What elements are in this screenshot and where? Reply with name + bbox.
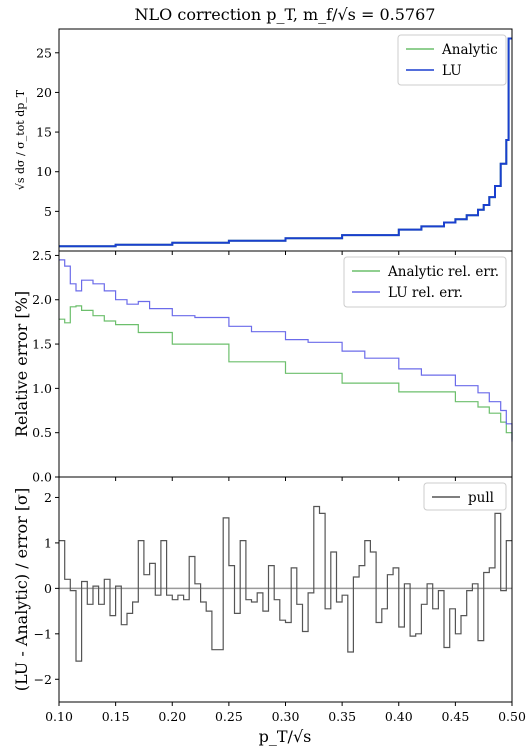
legend-label: Analytic [441, 42, 498, 58]
legend: Analytic LU [397, 34, 507, 86]
series-line-lu [59, 37, 512, 248]
legend-label: LU [442, 63, 462, 79]
x-tick-label: 0.40 [385, 709, 413, 724]
panel-bottom: −2 −1 0 1 2 0.10 0.15 0.20 0.25 0.30 0.35 0.40 0.45 0… [12, 476, 526, 724]
y-tick-label: −1 [34, 626, 52, 641]
legend: Analytic rel. err. LU rel. err. [343, 256, 507, 308]
y-tick-label: 0.0 [32, 470, 52, 485]
series-line-pull [59, 505, 512, 662]
series-line-analytic-rel-err- [59, 305, 513, 440]
x-axis-label: p_T/√s [259, 727, 312, 746]
panel-frame [58, 476, 513, 703]
y-tick-label: 10 [36, 164, 52, 179]
legend-label: LU rel. err. [388, 285, 463, 301]
legend-label: pull [468, 490, 494, 506]
legend-box [343, 256, 507, 308]
y-tick-label: 1.5 [32, 337, 52, 352]
legend-label: Analytic rel. err. [387, 264, 499, 280]
y-tick-label: 2.0 [32, 292, 52, 307]
y-tick-label: 0.5 [32, 425, 52, 440]
y-tick-label: 1 [44, 535, 52, 550]
legend-box [397, 34, 507, 86]
x-tick-label: 0.35 [328, 709, 356, 724]
x-tick-label: 0.20 [158, 709, 186, 724]
x-tick-label: 0.30 [272, 709, 300, 724]
panel-middle: 0.0 0.5 1.0 1.5 2.0 2.5 Relative error [%] Anal… [12, 248, 513, 485]
y-axis-label: Relative error [%] [12, 291, 31, 437]
y-tick-label: 15 [36, 125, 52, 140]
y-tick-label: 2.5 [32, 248, 52, 263]
x-tick-label: 0.25 [215, 709, 243, 724]
y-tick-label: −2 [34, 672, 52, 687]
panel-top: 5 10 15 20 25 √s dσ / σ_tot dp_T Analytic LU [14, 28, 513, 255]
x-tick-label: 0.50 [498, 709, 526, 724]
legend-box [423, 482, 507, 511]
y-tick-label: 1.0 [32, 381, 52, 396]
x-tick-label: 0.15 [102, 709, 130, 724]
y-tick-label: 20 [36, 85, 52, 100]
y-tick-label: 0 [44, 581, 52, 596]
series-line-lu-rel-err- [59, 259, 513, 442]
x-tick-label: 0.45 [441, 709, 469, 724]
y-tick-label: 25 [36, 45, 52, 60]
y-tick-label: 5 [44, 204, 52, 219]
y-axis-label: √s dσ / σ_tot dp_T [14, 89, 27, 190]
x-tick-label: 0.10 [45, 709, 73, 724]
legend: pull [423, 482, 507, 511]
y-axis-label: (LU - Analytic) / error [σ] [12, 488, 31, 691]
chart-title: NLO correction p_T, m_f/√s = 0.5767 [135, 5, 436, 24]
y-tick-label: 2 [44, 490, 52, 505]
